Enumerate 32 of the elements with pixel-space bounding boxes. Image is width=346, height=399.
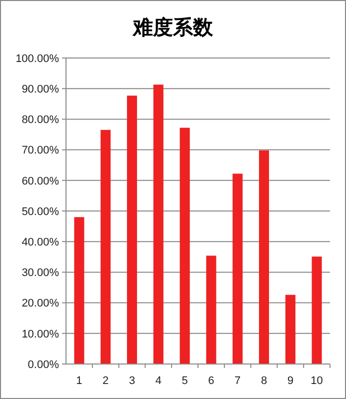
- x-tick-label: 4: [155, 375, 162, 387]
- bar: [180, 128, 190, 364]
- bar: [285, 294, 296, 364]
- y-tick-label: 80.00%: [22, 114, 60, 126]
- bar: [232, 174, 243, 364]
- chart-title: 难度系数: [132, 15, 214, 39]
- x-tick-label: 5: [182, 375, 188, 387]
- y-tick-label: 40.00%: [22, 236, 60, 248]
- bar: [206, 256, 216, 364]
- bar: [100, 130, 111, 364]
- y-tick-label: 90.00%: [22, 83, 60, 96]
- x-tick-label: 8: [260, 375, 268, 387]
- y-tick-label: 50.00%: [22, 206, 60, 218]
- bar: [258, 150, 270, 364]
- bar: [74, 217, 84, 364]
- y-tick-label: 100.00%: [16, 52, 60, 65]
- bar: [312, 256, 322, 364]
- x-tick-label: 3: [128, 375, 136, 387]
- y-tick-label: 10.00%: [22, 328, 60, 340]
- bar: [126, 96, 138, 364]
- y-tick-label: 70.00%: [22, 144, 60, 157]
- x-tick-label: 6: [208, 375, 214, 387]
- bar: [153, 84, 164, 364]
- x-tick-label: 7: [234, 375, 241, 387]
- y-tick-label: 20.00%: [22, 298, 60, 310]
- x-tick-label: 10: [310, 375, 323, 387]
- x-tick-label: 1: [76, 375, 82, 387]
- y-tick-label: 60.00%: [22, 175, 60, 188]
- y-tick-label: 30.00%: [22, 267, 60, 280]
- x-tick-label: 9: [287, 375, 294, 387]
- y-tick-label: 0.00%: [28, 358, 60, 371]
- x-tick-label: 2: [102, 375, 109, 387]
